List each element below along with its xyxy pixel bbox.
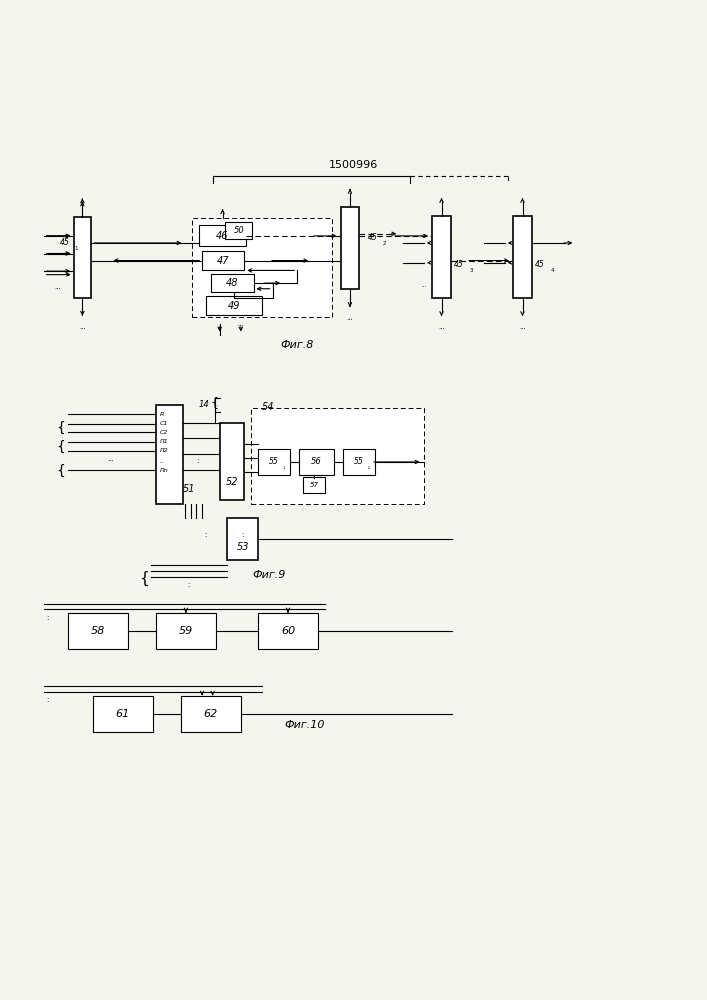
Text: ₂: ₂ — [368, 465, 370, 470]
Bar — [259, 613, 318, 649]
Bar — [93, 696, 153, 732]
Text: {: { — [56, 463, 65, 477]
Text: C2: C2 — [160, 430, 168, 435]
Bar — [69, 613, 128, 649]
Text: 56: 56 — [311, 457, 322, 466]
Text: Фиг.10: Фиг.10 — [284, 720, 325, 730]
Bar — [192, 218, 332, 317]
Bar — [156, 405, 183, 504]
Text: 49: 49 — [228, 301, 240, 311]
Bar — [226, 222, 252, 239]
Text: 45: 45 — [60, 238, 70, 247]
Text: Фиг.8: Фиг.8 — [281, 340, 314, 350]
Bar — [74, 217, 91, 298]
Text: 62: 62 — [204, 709, 218, 719]
Bar — [202, 251, 245, 270]
Bar — [298, 449, 334, 475]
Text: 3: 3 — [469, 268, 473, 273]
Text: 51: 51 — [182, 484, 195, 494]
Text: 59: 59 — [179, 626, 193, 636]
Text: Фиг.9: Фиг.9 — [252, 570, 286, 580]
Text: {: { — [56, 421, 65, 435]
Text: :: : — [46, 615, 48, 621]
Text: :: : — [241, 532, 244, 538]
Text: ...: ... — [160, 459, 166, 464]
Text: :: : — [187, 582, 189, 588]
Text: {: { — [139, 571, 149, 586]
Text: 55: 55 — [354, 457, 363, 466]
Text: 52: 52 — [226, 477, 238, 487]
Text: 45: 45 — [535, 260, 545, 269]
Bar — [433, 216, 450, 298]
Bar — [220, 423, 245, 500]
Text: П2: П2 — [160, 448, 168, 453]
Bar — [211, 274, 254, 292]
Bar — [259, 449, 290, 475]
Text: :: : — [196, 458, 199, 464]
Text: ...: ... — [79, 324, 86, 330]
Text: ...: ... — [54, 284, 61, 290]
Text: 14: 14 — [199, 400, 209, 409]
Text: {: { — [211, 396, 218, 409]
Text: Пn: Пn — [160, 468, 168, 473]
Text: 1500996: 1500996 — [329, 160, 378, 170]
Text: ₁: ₁ — [283, 465, 285, 470]
Text: ...: ... — [346, 315, 354, 321]
Text: 61: 61 — [115, 709, 129, 719]
Text: 50: 50 — [233, 226, 244, 235]
Text: ...: ... — [238, 321, 244, 327]
Bar — [156, 613, 216, 649]
Text: 55: 55 — [269, 457, 279, 466]
Text: :: : — [46, 697, 48, 703]
Text: 45: 45 — [368, 233, 378, 242]
Bar — [206, 296, 262, 315]
Text: 4: 4 — [551, 268, 554, 273]
Bar — [513, 216, 532, 298]
Text: R: R — [160, 412, 164, 417]
Text: :: : — [204, 532, 207, 538]
Text: 46: 46 — [216, 231, 229, 241]
Bar — [199, 225, 247, 246]
Text: 58: 58 — [90, 626, 105, 636]
Text: 1: 1 — [74, 246, 78, 251]
Bar — [303, 477, 325, 493]
Bar — [341, 207, 359, 289]
Text: 53: 53 — [236, 542, 249, 552]
Bar — [181, 696, 241, 732]
Text: П1: П1 — [160, 439, 168, 444]
Text: ...: ... — [438, 324, 445, 330]
Text: ...: ... — [214, 402, 218, 407]
Text: C1: C1 — [160, 421, 168, 426]
Text: ...: ... — [519, 324, 526, 330]
Text: 60: 60 — [281, 626, 295, 636]
Text: ...: ... — [421, 283, 426, 288]
Bar — [252, 408, 424, 504]
Text: 47: 47 — [217, 256, 230, 266]
Text: 2: 2 — [383, 241, 387, 246]
Bar — [227, 518, 259, 560]
Text: 48: 48 — [226, 278, 239, 288]
Text: ...: ... — [107, 456, 114, 462]
Text: {: { — [56, 439, 65, 453]
Text: 57: 57 — [310, 482, 319, 488]
Text: 45: 45 — [454, 260, 464, 269]
Bar — [343, 449, 375, 475]
Text: 54: 54 — [262, 402, 274, 412]
